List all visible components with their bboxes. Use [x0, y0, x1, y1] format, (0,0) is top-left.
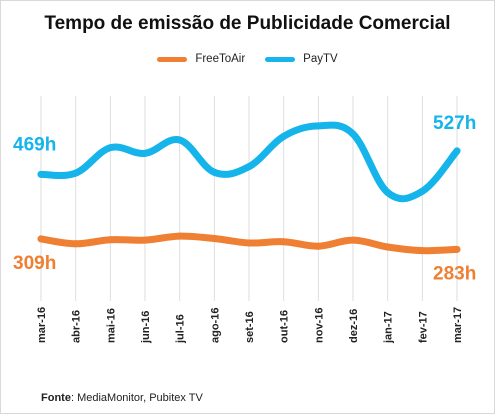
data-point-freetoair-fev-17 [418, 247, 426, 255]
data-point-paytv-out-16 [280, 132, 288, 140]
chart-legend: FreeToAir PayTV [1, 53, 494, 65]
data-point-paytv-fev-17 [418, 187, 426, 195]
x-tick-label-nov-16: nov-16 [313, 308, 325, 343]
data-point-paytv-jan-17 [384, 188, 392, 196]
legend-label-paytv: PayTV [303, 53, 338, 65]
data-label-freetoair-mar-17: 283h [433, 263, 476, 284]
legend-item-paytv: PayTV [265, 53, 338, 65]
data-point-paytv-mar-16 [37, 170, 45, 178]
data-point-paytv-set-16 [245, 163, 253, 171]
legend-swatch-freetoair [157, 56, 188, 62]
source-note: Fonte: MediaMonitor, Pubitex TV [41, 392, 203, 404]
data-point-freetoair-mar-17 [453, 245, 461, 253]
x-tick-label-out-16: out-16 [279, 310, 291, 343]
x-tick-label-jul-16: jul-16 [175, 314, 187, 344]
data-label-freetoair-mar-16: 309h [13, 253, 56, 274]
data-point-freetoair-jun-16 [141, 236, 149, 244]
x-tick-label-jun-16: jun-16 [140, 311, 152, 344]
source-label: Fonte [41, 392, 71, 404]
x-tick-label-fev-17: fev-17 [417, 311, 429, 343]
x-tick-label-mar-17: mar-17 [452, 307, 464, 343]
data-point-freetoair-mar-16 [37, 235, 45, 243]
x-tick-label-ago-16: ago-16 [209, 308, 221, 343]
data-point-paytv-ago-16 [210, 168, 218, 176]
data-point-paytv-dez-16 [349, 130, 357, 138]
data-point-paytv-jun-16 [141, 149, 149, 157]
x-tick-label-mar-16: mar-16 [36, 307, 48, 343]
legend-label-freetoair: FreeToAir [195, 53, 246, 65]
data-label-paytv-mar-17: 527h [433, 113, 476, 134]
chart-title: Tempo de emissão de Publicidade Comercia… [44, 13, 451, 34]
data-point-freetoair-jul-16 [176, 232, 184, 240]
data-point-paytv-nov-16 [314, 122, 322, 130]
data-point-paytv-mar-17 [453, 147, 461, 155]
x-tick-label-mai-16: mai-16 [105, 308, 117, 343]
data-point-freetoair-nov-16 [314, 242, 322, 250]
data-point-freetoair-set-16 [245, 239, 253, 247]
data-point-freetoair-dez-16 [349, 236, 357, 244]
x-tick-label-dez-16: dez-16 [348, 309, 360, 343]
data-point-freetoair-ago-16 [210, 235, 218, 243]
x-tick-label-jan-17: jan-17 [383, 311, 395, 344]
data-point-freetoair-abr-16 [72, 240, 80, 248]
legend-item-freetoair: FreeToAir [157, 53, 245, 65]
data-point-paytv-jul-16 [176, 136, 184, 144]
x-tick-label-abr-16: abr-16 [71, 310, 83, 343]
data-point-paytv-abr-16 [72, 169, 80, 177]
data-point-freetoair-out-16 [280, 238, 288, 246]
data-point-freetoair-jan-17 [384, 243, 392, 251]
data-point-freetoair-mai-16 [106, 236, 114, 244]
x-tick-label-set-16: set-16 [244, 311, 256, 343]
data-point-paytv-mai-16 [106, 144, 114, 152]
legend-swatch-paytv [265, 56, 296, 62]
source-text: : MediaMonitor, Pubitex TV [70, 392, 203, 404]
data-label-paytv-mar-16: 469h [13, 134, 56, 155]
